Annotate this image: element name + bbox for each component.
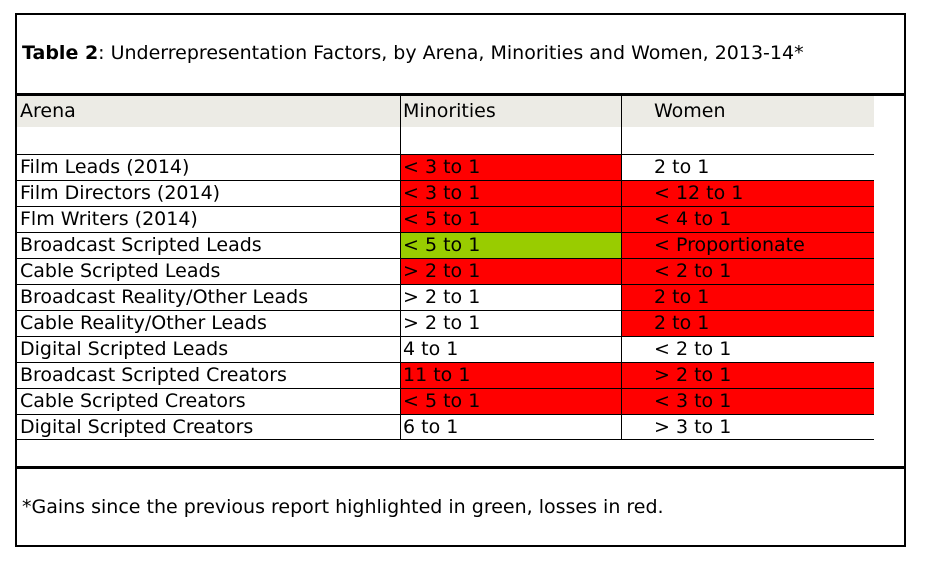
table-title: Table 2: Underrepresentation Factors, by…	[22, 42, 804, 64]
minorities-cell: > 2 to 1	[403, 312, 481, 334]
data-table: Arena Minorities Women Film Leads (2014)…	[17, 96, 904, 467]
women-cell: < 4 to 1	[621, 207, 874, 232]
arena-cell: Digital Scripted Leads	[20, 338, 229, 360]
column-header-minorities: Minorities	[403, 100, 496, 122]
table-title-label: Table 2	[22, 42, 99, 64]
arena-cell: Broadcast Reality/Other Leads	[20, 286, 309, 308]
minorities-cell: < 5 to 1	[400, 389, 621, 414]
table-title-text: : Underrepresentation Factors, by Arena,…	[98, 42, 804, 64]
table-row: Broadcast Scripted Leads < 5 to 1 < Propor…	[17, 232, 874, 258]
women-cell: > 2 to 1	[621, 363, 874, 388]
table-row: Digital Scripted Creators 6 to 1 > 3 to 1	[17, 414, 874, 440]
women-cell: 2 to 1	[621, 311, 874, 336]
arena-cell: Cable Scripted Creators	[20, 390, 246, 412]
women-cell: < 2 to 1	[621, 259, 874, 284]
women-cell: 2 to 1	[621, 285, 874, 310]
minorities-cell: 11 to 1	[400, 363, 621, 388]
arena-cell: Cable Scripted Leads	[20, 260, 221, 282]
table-row: Cable Scripted Creators < 5 to 1 < 3 to 1	[17, 388, 874, 414]
women-cell: < Proportionate	[621, 233, 874, 258]
table-row: Cable Scripted Leads > 2 to 1 < 2 to 1	[17, 258, 874, 284]
table-row: Digital Scripted Leads 4 to 1 < 2 to 1	[17, 336, 874, 362]
title-box: Table 2: Underrepresentation Factors, by…	[17, 15, 904, 96]
arena-cell: Flm Writers (2014)	[20, 208, 198, 230]
women-cell: 2 to 1	[654, 156, 710, 178]
arena-cell: Broadcast Scripted Creators	[20, 364, 287, 386]
table-row: Film Leads (2014) < 3 to 1 2 to 1	[17, 154, 874, 180]
column-divider	[400, 96, 401, 440]
minorities-cell: 6 to 1	[403, 416, 459, 438]
women-cell: < 2 to 1	[654, 338, 732, 360]
footnote: *Gains since the previous report highlig…	[22, 496, 664, 518]
minorities-cell: < 3 to 1	[400, 155, 621, 180]
column-divider	[621, 96, 622, 440]
women-cell: < 3 to 1	[621, 389, 874, 414]
arena-cell: Digital Scripted Creators	[20, 416, 254, 438]
header-spacer-row	[17, 127, 874, 154]
table-row: Flm Writers (2014) < 5 to 1 < 4 to 1	[17, 206, 874, 232]
arena-cell: Film Leads (2014)	[20, 156, 190, 178]
minorities-cell: 4 to 1	[403, 338, 459, 360]
table-row: Film Directors (2014) < 3 to 1 < 12 to 1	[17, 180, 874, 206]
footnote-separator	[17, 466, 904, 469]
header-row	[17, 96, 874, 127]
arena-cell: Cable Reality/Other Leads	[20, 312, 267, 334]
minorities-cell: > 2 to 1	[403, 286, 481, 308]
minorities-cell: > 2 to 1	[400, 259, 621, 284]
women-cell: < 12 to 1	[621, 181, 874, 206]
arena-cell: Film Directors (2014)	[20, 182, 221, 204]
column-header-women: Women	[654, 100, 726, 122]
arena-cell: Broadcast Scripted Leads	[20, 234, 262, 256]
minorities-cell: < 5 to 1	[400, 207, 621, 232]
column-header-arena: Arena	[20, 100, 76, 122]
table-row: Broadcast Scripted Creators 11 to 1 > 2 to…	[17, 362, 874, 388]
minorities-cell: < 5 to 1	[400, 233, 621, 258]
table-row: Cable Reality/Other Leads > 2 to 1 2 to 1	[17, 310, 874, 336]
table-row: Broadcast Reality/Other Leads > 2 to 1 2 t…	[17, 284, 874, 310]
minorities-cell: < 3 to 1	[400, 181, 621, 206]
women-cell: > 3 to 1	[654, 416, 732, 438]
table-frame: Table 2: Underrepresentation Factors, by…	[15, 13, 906, 547]
table-bottom-rule	[17, 439, 874, 440]
